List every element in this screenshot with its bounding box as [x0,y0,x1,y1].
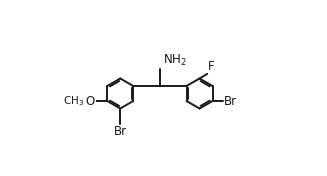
Text: O: O [86,95,95,108]
Text: NH$_2$: NH$_2$ [163,53,187,68]
Text: F: F [208,60,215,73]
Text: CH$_3$: CH$_3$ [63,94,84,108]
Text: Br: Br [114,125,127,138]
Text: Br: Br [224,95,237,108]
